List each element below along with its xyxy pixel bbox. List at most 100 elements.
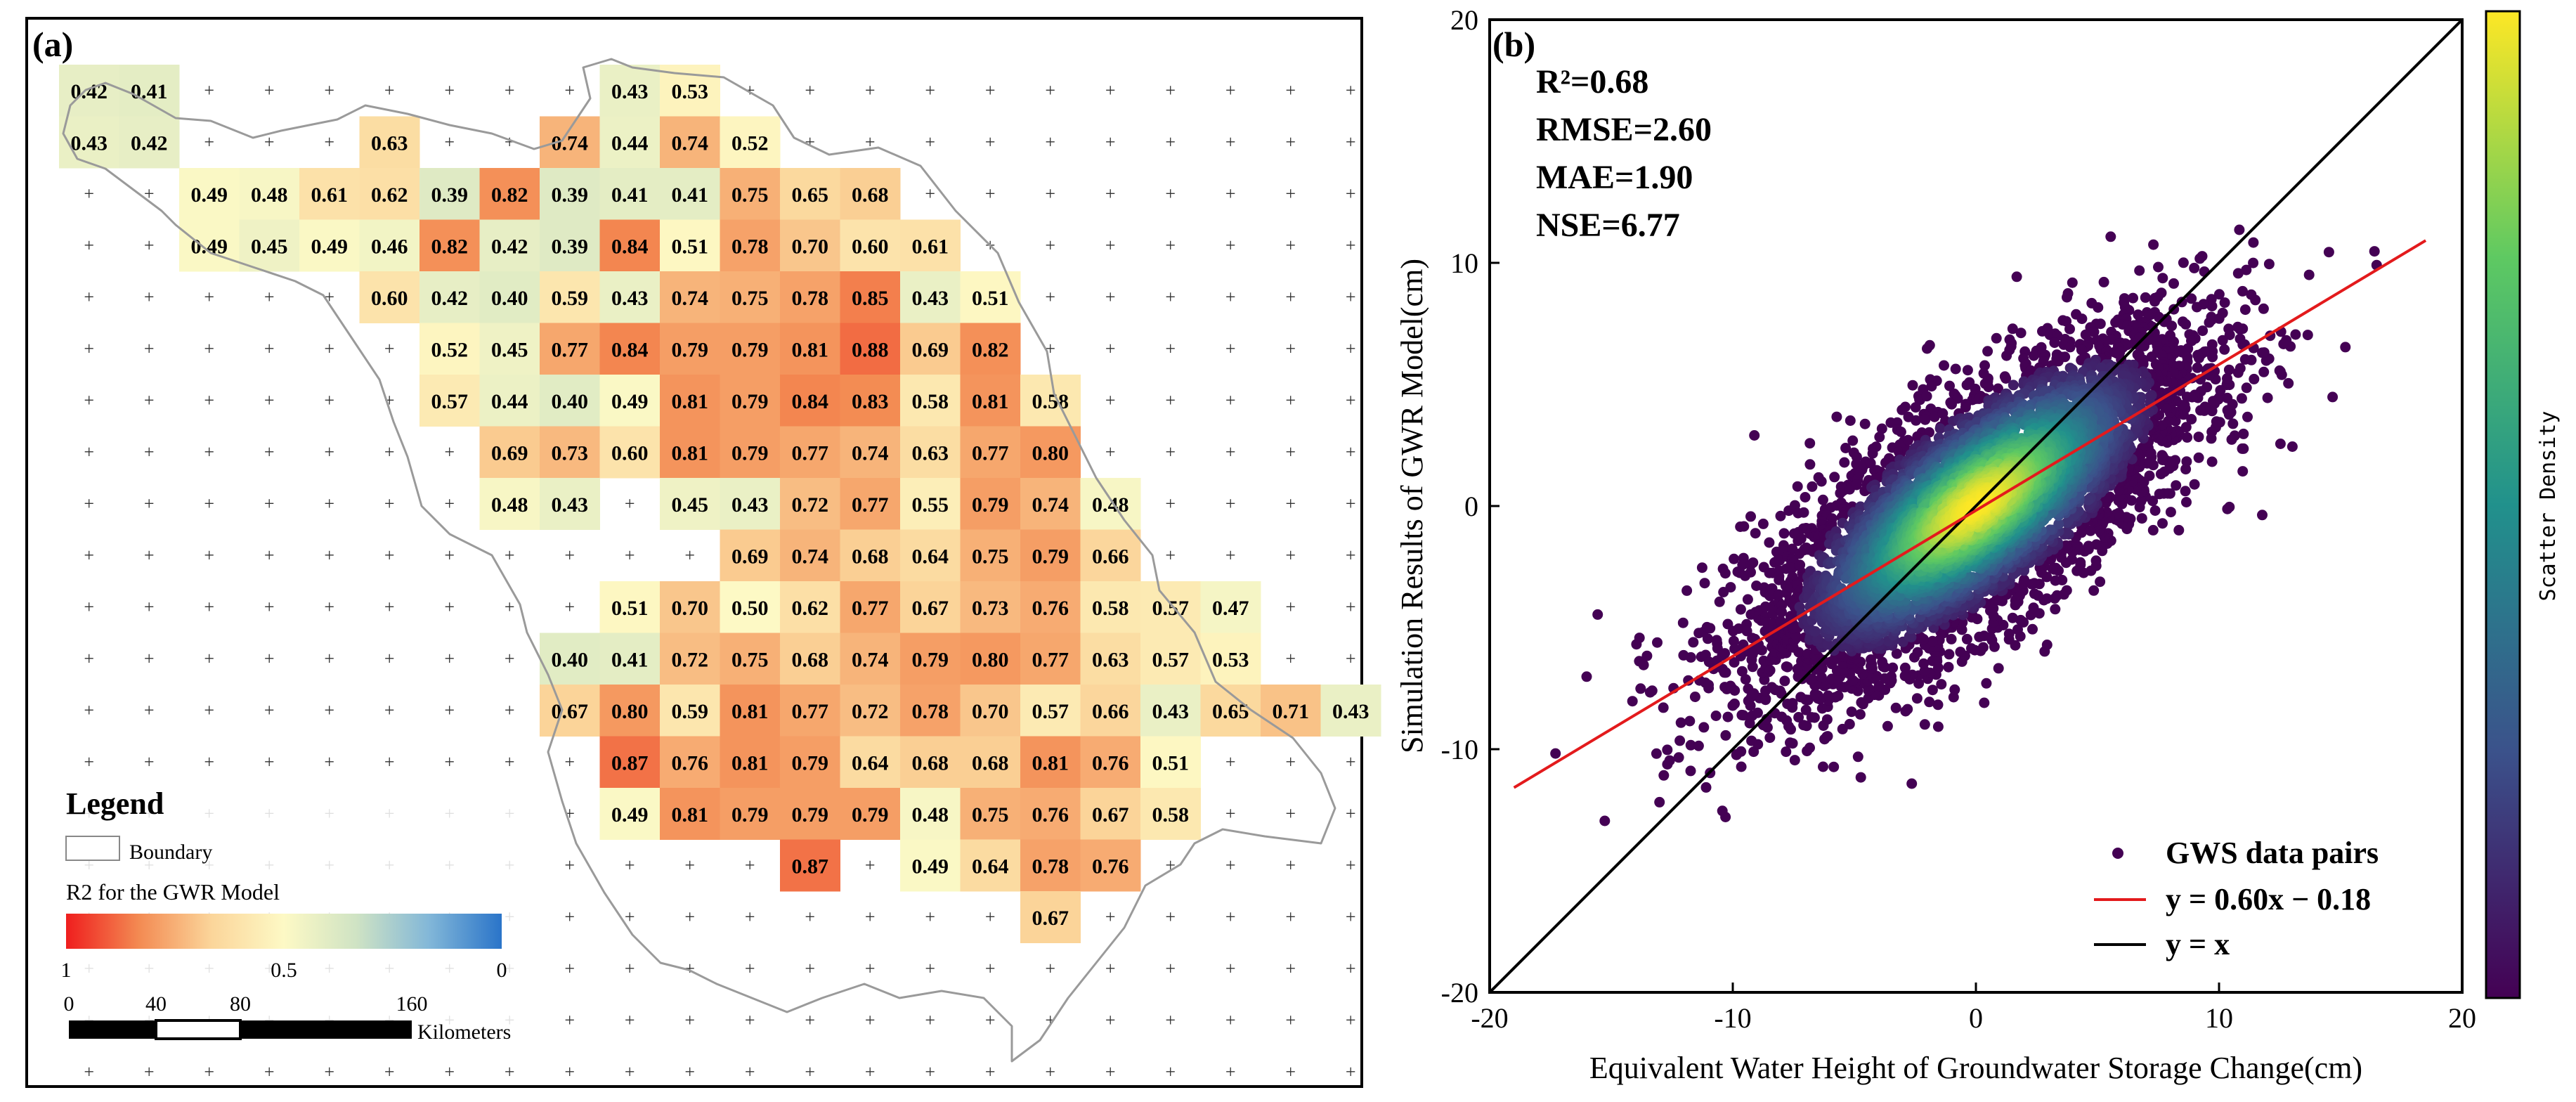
r2-cell — [1020, 685, 1081, 737]
r2-cell — [720, 271, 781, 323]
grid-marker: + — [1045, 1010, 1055, 1030]
r2-cell — [720, 529, 781, 582]
data-point — [1627, 696, 1638, 707]
grid-marker: + — [264, 131, 275, 152]
r2-cell-label: 0.74 — [792, 545, 829, 568]
r2-cell — [419, 271, 480, 323]
data-point — [1879, 673, 1890, 684]
data-point — [2149, 505, 2161, 516]
grid-marker: + — [324, 493, 334, 514]
data-point — [1823, 690, 1834, 701]
grid-marker: + — [324, 751, 334, 772]
r2-cell-label: 0.62 — [792, 597, 829, 620]
r2-cell-label: 0.42 — [131, 131, 168, 155]
r2-cell-label: 0.75 — [731, 287, 769, 310]
grid-marker: + — [745, 1010, 755, 1030]
data-point — [2241, 264, 2252, 276]
r2-cell — [900, 736, 961, 789]
data-point — [1871, 670, 1882, 682]
grid-marker: + — [1165, 287, 1176, 307]
data-point — [2248, 237, 2259, 248]
grid-marker: + — [204, 648, 214, 668]
grid-marker: + — [144, 338, 155, 358]
data-point — [1652, 637, 1663, 648]
data-point — [2181, 497, 2192, 507]
r2-cell — [660, 219, 720, 272]
r2-cell — [840, 685, 901, 737]
data-point — [2028, 602, 2039, 614]
grid-marker: + — [564, 907, 575, 927]
data-point — [1899, 670, 1911, 682]
r2-cell — [1020, 478, 1081, 530]
data-point — [2182, 432, 2193, 443]
r2-cell-label: 0.49 — [191, 235, 228, 258]
r2-cell-label: 0.76 — [672, 751, 709, 774]
r2-cell — [660, 271, 720, 323]
data-point — [1658, 702, 1669, 713]
grid-marker: + — [1105, 907, 1116, 927]
r2-cell-label: 0.84 — [611, 235, 649, 258]
data-point — [2067, 277, 2078, 288]
r2-cell-label: 0.77 — [852, 493, 889, 517]
data-point — [2263, 259, 2275, 270]
r2-cell — [720, 633, 781, 685]
grid-marker: + — [925, 1010, 935, 1030]
data-point — [1890, 702, 1901, 713]
r2-cell-label: 0.79 — [912, 648, 949, 671]
r2-cell — [599, 633, 661, 685]
grid-marker: + — [1225, 287, 1236, 307]
r2-cell — [1080, 788, 1141, 840]
data-point — [1729, 698, 1740, 709]
r2-cell-label: 0.74 — [852, 441, 889, 465]
scale-segment-3 — [240, 1020, 412, 1039]
r2-cell — [599, 65, 661, 117]
grid-marker: + — [384, 493, 395, 514]
grid-marker: + — [384, 338, 395, 358]
r2-cell-label: 0.47 — [1212, 597, 1249, 620]
data-point — [2236, 393, 2247, 404]
data-point — [1736, 666, 1748, 677]
grid-marker: + — [84, 700, 94, 720]
data-point — [2206, 427, 2218, 437]
data-point — [2286, 441, 2298, 452]
grid-marker: + — [805, 958, 815, 978]
data-point — [2049, 337, 2060, 349]
data-point — [2340, 342, 2351, 353]
data-point — [2260, 355, 2272, 366]
r2-cell-label: 0.75 — [731, 648, 769, 671]
grid-marker: + — [444, 700, 455, 720]
grid-marker: + — [444, 648, 455, 668]
r2-cell — [599, 375, 661, 427]
grid-marker: + — [985, 183, 996, 204]
r2-cell-label: 0.57 — [1152, 648, 1190, 671]
r2-cell-label: 0.40 — [552, 648, 589, 671]
grid-marker: + — [264, 338, 275, 358]
data-point — [2222, 392, 2233, 403]
data-point — [2076, 313, 2088, 325]
r2-cell — [780, 219, 840, 272]
data-point — [1785, 737, 1795, 748]
data-point — [1722, 711, 1733, 722]
grid-marker: + — [1285, 131, 1296, 152]
data-point — [1944, 380, 1955, 391]
r2-cell — [540, 271, 600, 323]
data-point — [1793, 647, 1804, 658]
grid-marker: + — [1285, 907, 1296, 927]
colorbar-tick-0: 0 — [497, 959, 507, 982]
r2-cell — [780, 736, 840, 789]
grid-marker: + — [1045, 235, 1055, 255]
r2-cell — [780, 478, 840, 530]
data-point — [1760, 693, 1771, 704]
grid-marker: + — [324, 1061, 334, 1082]
r2-cell-label: 0.63 — [912, 441, 949, 465]
grid-marker: + — [684, 1061, 695, 1082]
grid-marker: + — [1285, 803, 1296, 824]
data-point — [1677, 617, 1689, 628]
data-point — [1804, 459, 1816, 470]
data-point — [1910, 402, 1921, 413]
r2-cell-label: 0.77 — [552, 338, 589, 361]
grid-marker: + — [84, 751, 94, 772]
r2-cell — [599, 426, 661, 479]
r2-cell-label: 0.85 — [852, 287, 889, 310]
grid-marker: + — [384, 648, 395, 668]
